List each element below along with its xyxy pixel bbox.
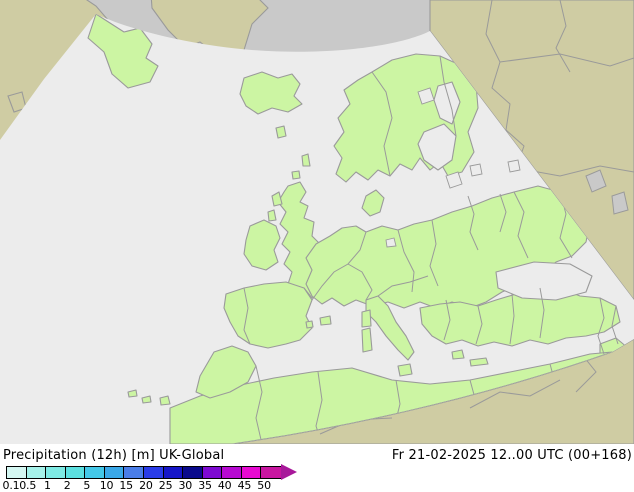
domain-lakes	[385, 87, 521, 248]
colorbar-swatch-30[interactable]	[183, 467, 203, 478]
weather-map[interactable]	[0, 0, 634, 444]
colorbar-swatch-40[interactable]	[222, 467, 242, 478]
colorbar-swatch-25[interactable]	[163, 467, 184, 478]
colorbar-tick-0.1: 0.1	[2, 479, 20, 492]
model-domain[interactable]	[0, 0, 634, 444]
colorbar-swatch-20[interactable]	[143, 467, 164, 478]
chart-title: Precipitation (12h) [m] UK-Global	[3, 448, 225, 463]
colorbar-swatch-0.1[interactable]	[7, 467, 27, 478]
colorbar-tick-50: 50	[257, 479, 271, 492]
colorbar-overflow-arrow	[280, 464, 297, 480]
colorbar-tick-1: 1	[43, 479, 51, 492]
colorbar-tick-2: 2	[63, 479, 71, 492]
colorbar-swatch-35[interactable]	[202, 467, 223, 478]
colorbar-swatch-1[interactable]	[46, 467, 66, 478]
colorbar-swatch-5[interactable]	[85, 467, 105, 478]
colorbar-swatch-15[interactable]	[124, 467, 144, 478]
colorbar-swatch-10[interactable]	[104, 467, 125, 478]
domain-land	[87, 14, 629, 444]
colorbar-tick-45: 45	[237, 479, 252, 492]
colorbar-tick-15: 15	[119, 479, 133, 492]
colorbar-tick-25: 25	[158, 479, 173, 492]
colorbar-swatches[interactable]	[6, 466, 282, 479]
colorbar-tick-5: 5	[83, 479, 91, 492]
colorbar-tick-0.5: 0.5	[19, 479, 37, 492]
colorbar-swatch-0.5[interactable]	[26, 467, 47, 478]
colorbar-tick-10: 10	[99, 479, 114, 492]
colorbar-swatch-45[interactable]	[241, 467, 262, 478]
colorbar-tick-30: 30	[178, 479, 193, 492]
colorbar-tick-40: 40	[217, 479, 232, 492]
colorbar-tick-35: 35	[198, 479, 212, 492]
precipitation-colorbar[interactable]	[6, 466, 282, 479]
chart-footer: Precipitation (12h) [m] UK-Global Fr 21-…	[0, 444, 634, 492]
colorbar-swatch-2[interactable]	[65, 467, 86, 478]
map-canvas[interactable]	[0, 0, 634, 444]
chart-timestamp: Fr 21-02-2025 12..00 UTC (00+168)	[391, 448, 632, 463]
colorbar-tick-labels: 0.1 0.5 1 2 5 10 15 20 25 30 35 40 45 50	[0, 479, 320, 492]
colorbar-swatch-50[interactable]	[261, 467, 281, 478]
colorbar-tick-20: 20	[139, 479, 153, 492]
